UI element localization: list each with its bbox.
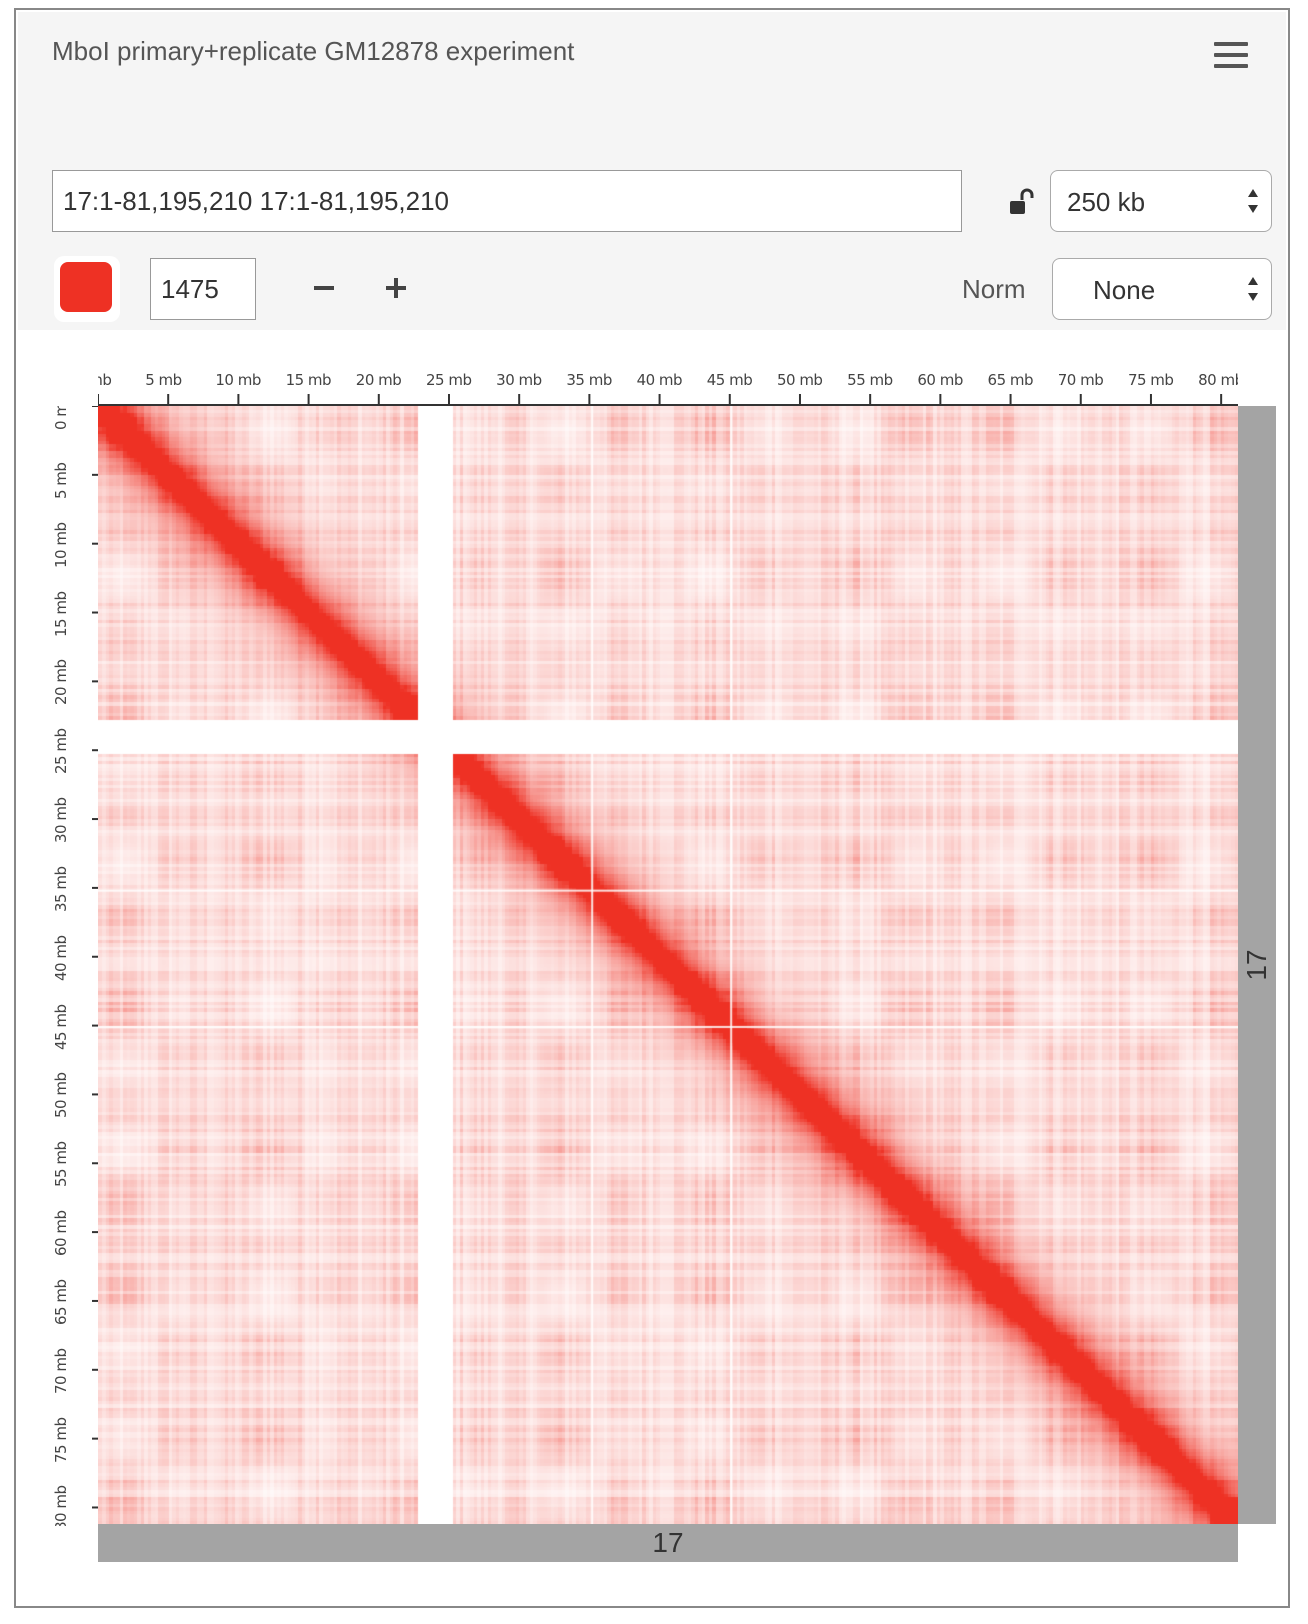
chromosome-x-bar: 17 <box>98 1524 1238 1562</box>
resolution-value: 250 kb <box>1067 187 1146 217</box>
left-ruler-tick-label: 50 mb <box>52 1072 70 1119</box>
left-ruler-tick-label: 15 mb <box>52 591 70 637</box>
chromosome-y-bar: 17 <box>1238 406 1276 1524</box>
contact-heatmap[interactable] <box>98 406 1238 1524</box>
top-ruler-tick-label: 60 mb <box>917 371 963 389</box>
left-ruler-tick-label: 70 mb <box>52 1348 70 1394</box>
top-ruler-tick-label: 15 mb <box>285 371 332 389</box>
top-ruler-tick-label: 10 mb <box>215 371 261 389</box>
top-ruler-lines <box>98 394 1238 406</box>
locus-input[interactable] <box>52 170 962 232</box>
top-ruler-tick-label: 35 mb <box>566 371 612 389</box>
top-ruler-tick-label: 45 mb <box>706 371 753 389</box>
top-ruler-tick-label: 75 mb <box>1127 371 1174 389</box>
control-header: MboI primary+replicate GM12878 experimen… <box>18 12 1286 330</box>
juicebox-panel: MboI primary+replicate GM12878 experimen… <box>14 8 1290 1608</box>
left-ruler-tick-label: 20 mb <box>52 659 70 706</box>
left-ruler-tick-label: 45 mb <box>52 1004 70 1050</box>
top-ruler-tick-label: 0 mb <box>98 371 112 389</box>
unlock-icon[interactable] <box>1008 188 1034 218</box>
top-ruler-tick-label: 30 mb <box>496 371 542 389</box>
left-ruler-tick-label: 60 mb <box>52 1210 70 1257</box>
hamburger-menu-icon[interactable] <box>1214 42 1248 72</box>
normalization-value: None <box>1093 275 1156 305</box>
top-ruler-tick-label: 20 mb <box>355 371 402 389</box>
left-ruler-tick-label: 0 mb <box>52 406 70 430</box>
top-ruler-tick-label: 65 mb <box>987 371 1034 389</box>
left-ruler-tick-label: 55 mb <box>52 1141 70 1188</box>
left-ruler-tick-label: 65 mb <box>52 1279 70 1325</box>
top-ruler-tick-label: 80 mb <box>1198 371 1238 389</box>
left-ruler-tick-label: 75 mb <box>52 1417 70 1463</box>
resolution-select[interactable]: 250 kb <box>1050 170 1272 232</box>
chromosome-y-label: 17 <box>1241 949 1272 981</box>
left-ruler-tick-label: 5 mb <box>52 462 70 499</box>
top-ruler-tick-label: 25 mb <box>425 371 472 389</box>
left-ruler-tick-label: 40 mb <box>52 935 70 981</box>
top-ruler: 0 mb 5 mb 10 mb 15 mb 20 mb 25 mb 30 mb 35 mb 40… <box>98 364 1238 426</box>
top-ruler-tick-label: 70 mb <box>1057 371 1104 389</box>
chromosome-x-label: 17 <box>652 1527 684 1558</box>
color-swatch <box>60 262 112 312</box>
left-ruler-tick-label: 80 mb <box>52 1485 70 1526</box>
top-ruler-tick-label: 50 mb <box>776 371 823 389</box>
color-max-input[interactable] <box>150 258 256 320</box>
left-ruler-tick-label: 10 mb <box>52 522 70 568</box>
left-ruler: 0 mb 5 mb 10 mb 15 mb 20 mb 25 mb 30 mb 35 mb 40… <box>48 406 104 1526</box>
norm-label: Norm <box>962 274 1026 304</box>
normalization-select[interactable]: None <box>1052 258 1272 320</box>
left-ruler-tick-label: 30 mb <box>52 797 70 844</box>
top-ruler-tick-label: 40 mb <box>636 371 683 389</box>
select-arrows-icon <box>1248 277 1258 301</box>
minus-icon[interactable] <box>304 268 344 308</box>
contact-map-area: 0 mb 5 mb 10 mb 15 mb 20 mb 25 mb 30 mb 35 mb 40… <box>18 330 1286 1604</box>
top-ruler-tick-label: 55 mb <box>847 371 893 389</box>
top-ruler-tick-label: 5 mb <box>145 371 182 389</box>
left-ruler-tick-label: 25 mb <box>52 728 70 775</box>
dataset-title: MboI primary+replicate GM12878 experimen… <box>52 36 575 66</box>
select-arrows-icon <box>1248 189 1258 213</box>
plus-icon[interactable] <box>376 268 416 308</box>
color-picker-button[interactable] <box>54 256 120 322</box>
left-ruler-tick-label: 35 mb <box>52 866 70 912</box>
